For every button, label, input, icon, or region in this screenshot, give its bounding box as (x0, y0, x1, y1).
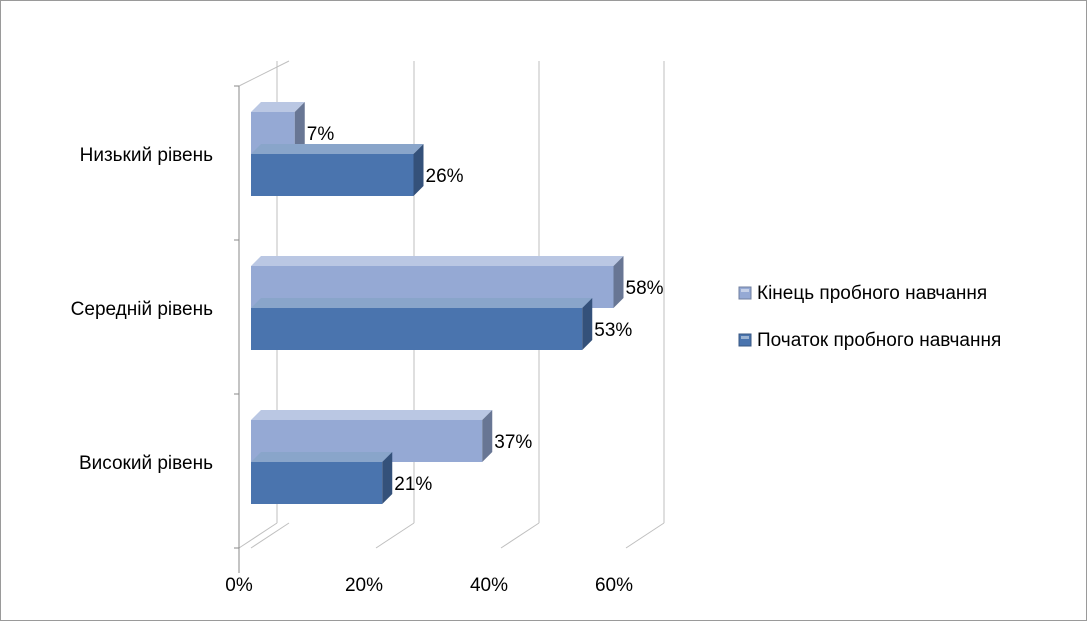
gridline-depth (625, 522, 665, 549)
category-axis (234, 85, 240, 573)
category-label: Низький рівень (80, 145, 213, 166)
legend: Кінець пробного навчання Початок пробного… (738, 283, 1001, 351)
category-label: Середній рівень (71, 299, 213, 320)
legend-label: Кінець пробного навчання (757, 283, 987, 304)
floor-edge (250, 522, 290, 549)
legend-item: Початок пробного навчання (738, 330, 1001, 351)
bar (251, 144, 424, 196)
x-tick-label: 40% (470, 575, 508, 596)
legend-swatch (738, 333, 752, 347)
bar-side-face (294, 102, 305, 154)
bars (251, 102, 624, 504)
bar-top-face (251, 452, 393, 462)
data-label: 21% (394, 474, 432, 495)
x-tick-label: 20% (345, 575, 383, 596)
legend-item: Кінець пробного навчання (738, 283, 987, 304)
bar-side-face (613, 256, 624, 308)
data-label: 37% (494, 432, 532, 453)
x-tick-label: 60% (595, 575, 633, 596)
legend-swatch (738, 286, 752, 300)
bar-top-face (251, 410, 493, 420)
bar-front-face (251, 154, 414, 196)
legend-swatch-highlight (741, 289, 749, 292)
data-label: 53% (594, 320, 632, 341)
bar-side-face (413, 144, 424, 196)
gridline-depth (238, 522, 278, 549)
bar-side-face (382, 452, 393, 504)
x-tick-labels: 0% 20% 40% 60% (225, 575, 633, 596)
x-tick-label: 0% (225, 575, 253, 596)
gridline-depth (375, 522, 415, 549)
bar-front-face (251, 462, 383, 504)
bar (251, 452, 393, 504)
bar-top-face (251, 102, 305, 112)
bar-side-face (582, 298, 593, 350)
category-label: Високий рівень (79, 453, 213, 474)
gridline-depth (500, 522, 540, 549)
bar-top-face (251, 256, 624, 266)
legend-label: Початок пробного навчання (757, 330, 1001, 351)
bar-side-face (482, 410, 493, 462)
wall-top-edge (238, 60, 290, 87)
category-labels: Низький рівень Середній рівень Високий рів… (71, 145, 213, 474)
bar (251, 298, 593, 350)
bar-front-face (251, 308, 583, 350)
data-label: 58% (626, 278, 664, 299)
bar-top-face (251, 298, 593, 308)
data-label: 26% (426, 166, 464, 187)
legend-swatch-highlight (741, 336, 749, 339)
bar-top-face (251, 144, 424, 154)
data-label: 7% (307, 124, 335, 145)
data-labels: 7% 26% 58% 53% 37% 21% (307, 124, 664, 495)
